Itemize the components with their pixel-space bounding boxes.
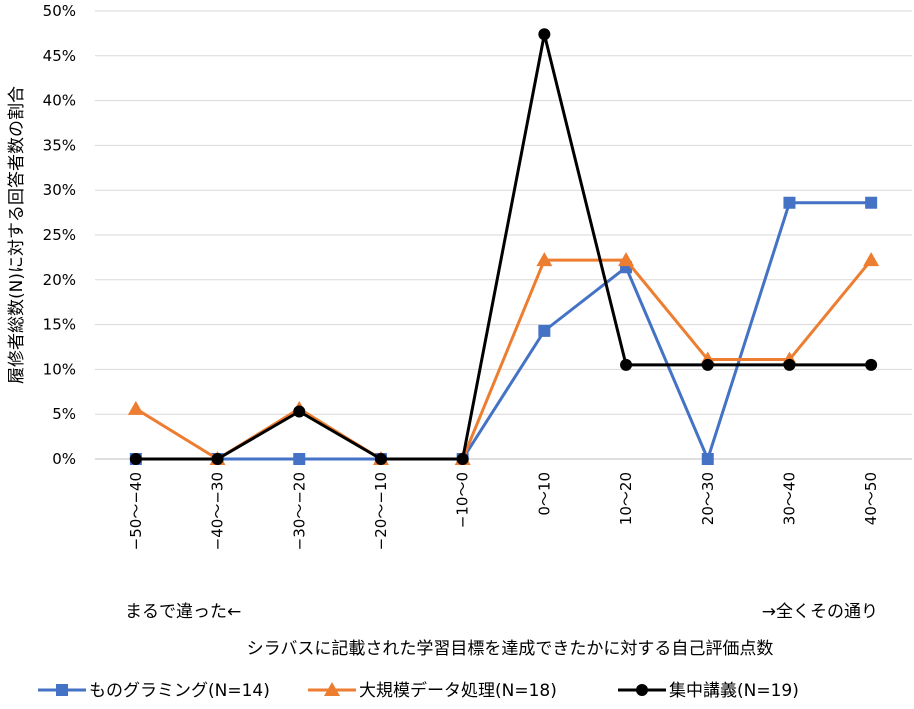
annotation-right: →全くその通り: [762, 602, 878, 622]
x-axis-label: シラバスに記載された学習目標を達成できたかに対する自己評価点数: [247, 639, 774, 659]
legend-entry: 集中講義(N=19): [618, 681, 799, 701]
data-point: [783, 196, 796, 209]
x-tick-label: −50〜−40: [127, 472, 145, 550]
x-tick-label: −20〜−10: [372, 472, 390, 550]
data-point: [456, 453, 469, 465]
data-point: [783, 358, 796, 371]
data-point: [293, 453, 306, 465]
data-point: [536, 252, 553, 267]
data-point: [865, 196, 878, 209]
legend: ものグラミング(N=14) 大規模データ処理(N=18) 集中講義(N=19): [38, 680, 799, 701]
series-1: [129, 196, 878, 465]
series-2: [127, 252, 880, 465]
gridlines: [95, 10, 912, 460]
x-tick-label: −40〜−30: [209, 472, 227, 550]
x-tick-label: 0〜10: [535, 472, 553, 516]
y-tick-label: 50%: [43, 2, 76, 20]
legend-entry: ものグラミング(N=14): [38, 681, 270, 701]
series-3: [129, 28, 878, 465]
series-group: [127, 28, 880, 465]
legend-label: 大規模データ処理(N=18): [359, 680, 557, 701]
data-point: [374, 453, 387, 465]
data-point: [293, 405, 306, 418]
data-point: [620, 358, 633, 371]
series-line: [135, 201, 872, 461]
data-point: [211, 453, 224, 465]
x-tick-label: 40〜50: [862, 472, 880, 525]
legend-label: 集中講義(N=19): [669, 681, 799, 701]
annotation-left: まるで違った←: [125, 602, 241, 622]
legend-entry: 大規模データ処理(N=18): [308, 680, 557, 701]
data-point: [127, 400, 144, 415]
x-tick-label: −10〜0: [454, 472, 472, 528]
y-tick-label: 40%: [43, 92, 76, 110]
data-point: [701, 358, 714, 371]
data-point: [701, 453, 714, 465]
y-tick-label: 10%: [43, 360, 76, 378]
legend-marker: [636, 684, 648, 696]
data-point: [538, 28, 551, 41]
data-point: [863, 252, 880, 267]
x-tick-label: 10〜20: [617, 472, 635, 525]
x-tick-label: 30〜40: [780, 472, 798, 525]
y-tick-label: 15%: [43, 316, 76, 334]
legend-marker: [56, 684, 68, 696]
y-axis-ticks: 0% 5% 10% 15% 20% 25% 30% 35% 40% 45% 50%: [43, 2, 76, 468]
y-tick-label: 20%: [43, 271, 76, 289]
series-line: [135, 32, 872, 461]
data-point: [129, 453, 142, 465]
y-tick-label: 0%: [52, 450, 76, 468]
y-tick-label: 45%: [43, 47, 76, 65]
data-point: [865, 358, 878, 371]
x-tick-label: 20〜30: [699, 472, 717, 525]
data-point: [538, 324, 551, 337]
legend-label: ものグラミング(N=14): [89, 681, 270, 701]
x-tick-label: −30〜−20: [290, 472, 308, 550]
x-axis-ticks: −50〜−40 −40〜−30 −30〜−20 −20〜−10 −10〜0 0〜10 10〜…: [127, 472, 880, 550]
y-tick-label: 25%: [43, 226, 76, 244]
y-tick-label: 35%: [43, 136, 76, 154]
data-point: [618, 252, 635, 267]
y-tick-label: 5%: [52, 405, 76, 423]
y-tick-label: 30%: [43, 181, 76, 199]
y-axis-label: 履修者総数(N)に対する回答者数の割合: [7, 86, 27, 384]
legend-marker: [324, 682, 340, 696]
